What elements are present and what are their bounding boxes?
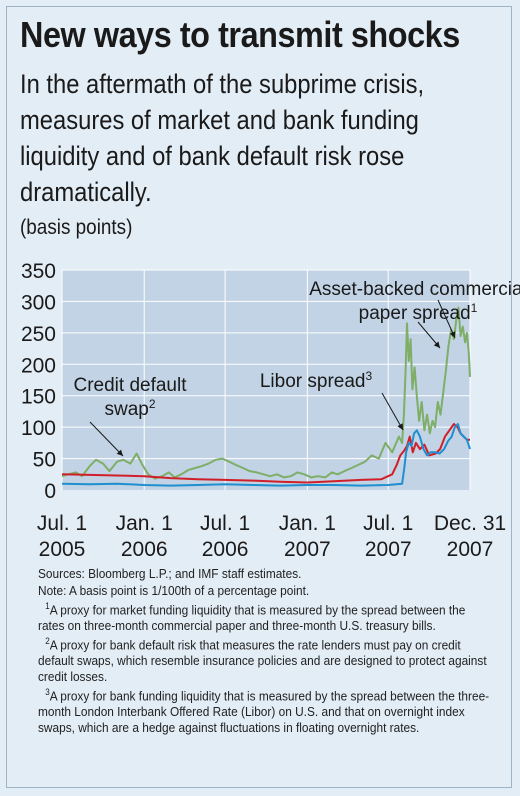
line-chart: 0 50 100 150 200 250 300 350 Jul. 1 2005 Jan. 1 200… (21, 260, 520, 560)
annotation-arrow (89, 421, 124, 457)
annotation-arrowhead (449, 331, 456, 338)
chart-subtitle: In the aftermath of the subprime crisis,… (20, 69, 425, 207)
annotation-sup: 1 (471, 301, 478, 315)
x-tick-year: 2005 (39, 538, 86, 560)
x-tick-year: 2007 (284, 538, 331, 560)
annotation-cds: swap2 (104, 397, 155, 420)
y-tick-label: 50 (33, 449, 56, 472)
footnote-1-mark: 1 (45, 601, 50, 611)
footnote-1-text: A proxy for market funding liquidity tha… (38, 602, 466, 633)
y-tick-label: 200 (21, 354, 56, 377)
x-tick-label: Jul. 1 (37, 512, 87, 535)
annotation-arrowhead (433, 341, 440, 348)
y-tick-label: 150 (21, 386, 56, 409)
y-tick-label: 100 (21, 417, 56, 440)
annotation-arrowhead (397, 423, 403, 430)
annotation-cds: Credit default (73, 375, 187, 396)
units-label: (basis points) (20, 216, 133, 239)
footnotes: Sources: Bloomberg L.P.; and IMF staff e… (38, 566, 493, 736)
x-tick-label: Jul. 1 (363, 512, 413, 535)
annotation-arrow (381, 392, 404, 431)
series-line-libor (61, 423, 471, 487)
x-tick-label: Dec. 31 (434, 512, 506, 535)
y-tick-label: 250 (21, 323, 56, 346)
footnote-3-mark: 3 (45, 687, 50, 698)
x-tick-year: 2006 (121, 538, 168, 560)
annotation-abcp: Asset-backed commercial (309, 279, 520, 300)
footnote-2-mark: 2 (45, 636, 50, 647)
annotation-abcp: paper spread1 (359, 301, 478, 324)
x-tick-label: Jan. 1 (116, 512, 173, 535)
footnote-1: 1A proxy for market funding liquidity th… (38, 599, 493, 633)
chart-title: New ways to transmit shocks (20, 14, 460, 55)
x-tick-year: 2007 (447, 538, 494, 560)
annotation-sup: 3 (365, 369, 372, 383)
x-tick-label: Jul. 1 (200, 512, 250, 535)
x-tick-label: Jan. 1 (279, 512, 336, 535)
footnote-2-text: A proxy for bank default risk that measu… (38, 637, 487, 684)
annotation-sup: 2 (149, 397, 156, 411)
page-border (6, 6, 512, 788)
series-line-cds (61, 423, 470, 484)
y-tick-label: 300 (21, 291, 56, 314)
annotation-arrow (437, 299, 456, 339)
annotation-libor: Libor spread3 (260, 369, 373, 392)
annotation-arrowhead (116, 449, 123, 456)
x-tick-year: 2007 (365, 538, 412, 560)
sources-note: Sources: Bloomberg L.P.; and IMF staff e… (38, 566, 302, 581)
footnote-3-text: A proxy for bank funding liquidity that … (38, 688, 490, 735)
y-tick-label: 0 (44, 480, 56, 503)
footnote-3: 3A proxy for bank funding liquidity that… (38, 685, 493, 735)
x-tick-year: 2006 (202, 538, 249, 560)
basis-point-note: Note: A basis point is 1/100th of a perc… (38, 582, 310, 598)
y-tick-label: 350 (21, 260, 56, 283)
footnote-2: 2A proxy for bank default risk that meas… (38, 634, 493, 684)
